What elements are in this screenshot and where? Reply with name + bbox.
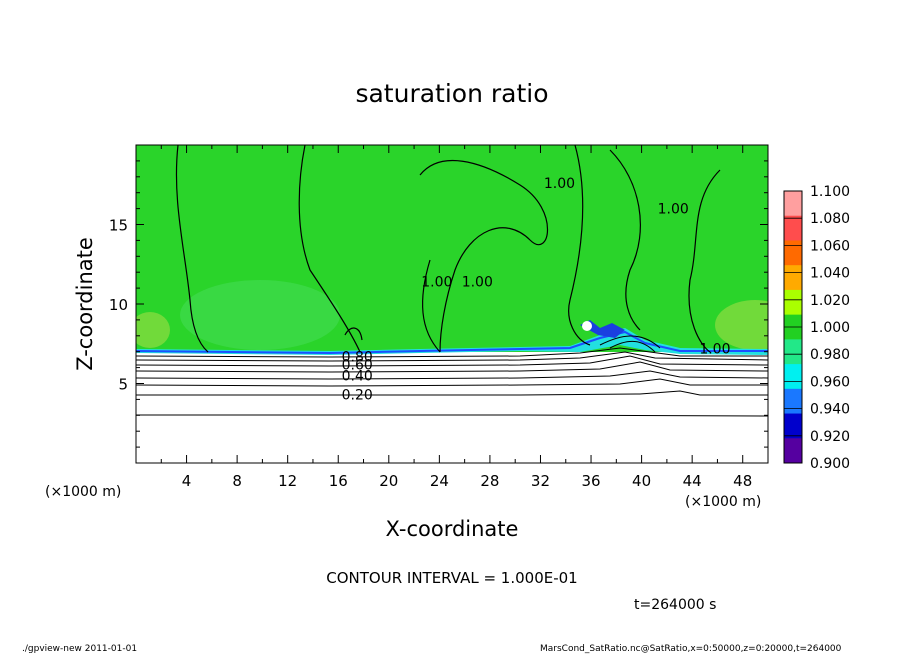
contour-label: 0.20 [342, 388, 373, 404]
contour-label: 0.60 [342, 357, 373, 373]
contour-label: 1.00 [699, 342, 730, 358]
colorbar-swatch [784, 191, 802, 217]
x-tick-label: 28 [480, 472, 499, 490]
y-tick-label: 5 [118, 376, 128, 394]
y-tick-label: 10 [109, 296, 128, 314]
footer-left: ./gpview-new 2011-01-01 [22, 644, 137, 654]
x-tick-label: 48 [733, 472, 752, 490]
x-tick-label: 32 [531, 472, 550, 490]
colorbar-label: 0.920 [810, 429, 850, 445]
contour-lines-subsaturated [136, 335, 768, 417]
dry-pocket-core [582, 321, 592, 331]
contour-label: 0.80 [342, 349, 373, 365]
colorbar-label: 0.900 [810, 456, 850, 472]
plot-area [136, 145, 768, 463]
x-tick-label: 24 [430, 472, 449, 490]
chart-title: saturation ratio [355, 79, 548, 108]
x-unit-right: (×1000 m) [685, 494, 761, 510]
colorbar-label: 0.940 [810, 402, 850, 418]
colorbar-label: 1.080 [810, 211, 850, 227]
x-tick-label: 8 [232, 472, 242, 490]
x-axis-label: X-coordinate [386, 517, 519, 541]
contour-labels: 1.00 1.00 1.00 1.00 1.00 0.800.600.40 0.20 [342, 176, 731, 403]
field-patch [180, 280, 340, 350]
y-axis: 5 10 15 [109, 160, 768, 448]
x-tick-label: 12 [278, 472, 297, 490]
colorbar-swatch [784, 388, 802, 415]
x-tick-label: 20 [379, 472, 398, 490]
colorbar-label: 1.060 [810, 238, 850, 254]
colorbar-label: 1.040 [810, 266, 850, 282]
contour-label: 1.00 [658, 202, 689, 218]
contour-label: 1.00 [462, 275, 493, 291]
colorbar-label: 1.000 [810, 320, 850, 336]
contour-interval: CONTOUR INTERVAL = 1.000E-01 [326, 569, 577, 587]
x-tick-label: 36 [581, 472, 600, 490]
colorbar-label: 1.100 [810, 184, 850, 200]
colorbar-swatch [784, 289, 802, 316]
contour-label: 0.40 [342, 369, 373, 385]
contour-label: 1.00 [421, 275, 452, 291]
colorbar-label: 1.020 [810, 293, 850, 309]
colorbar-swatch [784, 265, 802, 291]
field-patch [715, 300, 768, 350]
colorbar-swatch [784, 364, 802, 390]
x-tick-label: 44 [683, 472, 702, 490]
x-tick-label: 40 [632, 472, 651, 490]
x-unit-left: (×1000 m) [45, 484, 121, 500]
colorbar-swatch [784, 438, 802, 464]
field-patch [136, 312, 170, 348]
colorbar-swatch [784, 215, 802, 241]
colorbar: 1.100 1.080 1.060 1.040 1.020 1.000 0.980 0.960… [783, 184, 850, 472]
colorbar-swatch [784, 339, 802, 365]
x-axis: 4 8 12 16 20 24 28 32 36 40 44 48 [160, 145, 752, 490]
y-axis-label: Z-coordinate [73, 237, 97, 371]
x-tick-label: 16 [329, 472, 348, 490]
footer-right: MarsCond_SatRatio.nc@SatRatio,x=0:50000,… [540, 644, 842, 654]
time-label: t=264000 s [634, 597, 716, 613]
colorbar-label: 0.960 [810, 374, 850, 390]
subsaturated-region [136, 352, 768, 463]
x-tick-label: 4 [182, 472, 192, 490]
colorbar-label: 0.980 [810, 347, 850, 363]
colorbar-swatch [784, 240, 802, 266]
contour-label: 1.00 [544, 176, 575, 192]
y-tick-label: 15 [109, 217, 128, 235]
colorbar-swatch [784, 413, 802, 439]
contour-lines-1.00 [175, 145, 721, 353]
